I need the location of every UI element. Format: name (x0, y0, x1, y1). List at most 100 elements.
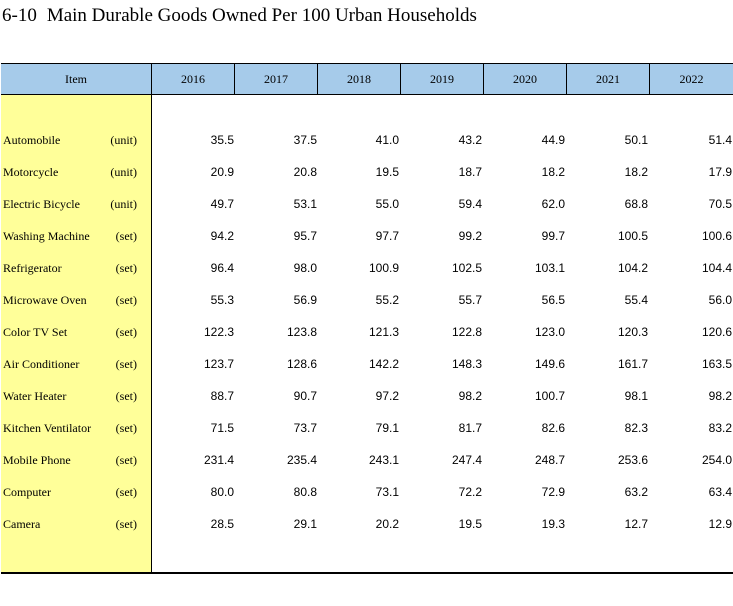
table-cell: 98.0 (293, 261, 317, 275)
row-unit-label: (set) (115, 389, 137, 403)
table-cell: 70.5 (708, 197, 732, 211)
row-unit-label: (set) (115, 421, 137, 435)
table-cell: 100.9 (368, 261, 399, 275)
table-cell: 12.9 (708, 517, 732, 531)
table-cell: 18.2 (624, 165, 648, 179)
table-cell: 100.7 (534, 389, 565, 403)
table-row: Kitchen Ventilator (set) 71.5 73.7 79.1 81.7 8… (1, 414, 733, 446)
table-cell: 90.7 (293, 389, 317, 403)
table-cell: 81.7 (458, 421, 482, 435)
row-unit-label: (set) (115, 325, 137, 339)
header-year: 2020 (484, 64, 567, 94)
table-row: Color TV Set (set) 122.3 123.8 121.3 122.8 123… (1, 318, 733, 350)
table-row: Mobile Phone (set) 231.4 235.4 243.1 247.4 248… (1, 446, 733, 478)
table-cell: 254.0 (701, 453, 732, 467)
table-cell: 43.2 (458, 133, 482, 147)
table-cell: 99.7 (541, 229, 565, 243)
table-row: Washing Machine (set) 94.2 95.7 97.7 99.2 99.7… (1, 222, 733, 254)
table-row: Microwave Oven (set) 55.3 56.9 55.2 55.7 56.5 5… (1, 286, 733, 318)
table-cell: 20.9 (210, 165, 234, 179)
table-cell: 73.7 (293, 421, 317, 435)
table-cell: 68.8 (624, 197, 648, 211)
table-cell: 95.7 (293, 229, 317, 243)
table-cell: 99.2 (458, 229, 482, 243)
table-cell: 63.4 (708, 485, 732, 499)
table-cell: 17.9 (708, 165, 732, 179)
table-cell: 20.8 (293, 165, 317, 179)
table-cell: 243.1 (368, 453, 399, 467)
table-cell: 235.4 (286, 453, 317, 467)
table-cell: 72.9 (541, 485, 565, 499)
row-item-label: Computer (3, 485, 51, 499)
table-header: Item 2016 2017 2018 2019 2020 2021 2022 (1, 64, 733, 95)
table-cell: 73.1 (375, 485, 399, 499)
row-unit-label: (set) (115, 261, 137, 275)
table-cell: 82.6 (541, 421, 565, 435)
table-cell: 55.7 (458, 293, 482, 307)
table-cell: 98.2 (458, 389, 482, 403)
table-cell: 104.4 (701, 261, 732, 275)
top-rule (1, 63, 733, 64)
table-cell: 149.6 (534, 357, 565, 371)
table-cell: 19.5 (375, 165, 399, 179)
row-unit-label: (unit) (110, 133, 137, 147)
table-cell: 123.8 (286, 325, 317, 339)
table-cell: 122.3 (203, 325, 234, 339)
page-title: 6-10 Main Durable Goods Owned Per 100 Urb… (2, 5, 477, 27)
table-cell: 71.5 (210, 421, 234, 435)
row-unit-label: (set) (115, 517, 137, 531)
table-cell: 248.7 (534, 453, 565, 467)
row-unit-label: (set) (115, 357, 137, 371)
item-column-background (1, 95, 152, 572)
header-year: 2017 (235, 64, 318, 94)
table-cell: 20.2 (375, 517, 399, 531)
table-cell: 55.4 (624, 293, 648, 307)
header-year: 2018 (318, 64, 401, 94)
row-item-label: Water Heater (3, 389, 67, 403)
table-cell: 148.3 (451, 357, 482, 371)
table-row: Refrigerator (set) 96.4 98.0 100.9 102.5 103.1… (1, 254, 733, 286)
row-item-label: Washing Machine (3, 229, 90, 243)
table-cell: 37.5 (293, 133, 317, 147)
table-cell: 18.2 (541, 165, 565, 179)
table-row: Automobile (unit) 35.5 37.5 41.0 43.2 44.9 50.1… (1, 126, 733, 158)
durable-goods-table: Item 2016 2017 2018 2019 2020 2021 2022 Automob… (1, 63, 733, 574)
table-cell: 59.4 (458, 197, 482, 211)
table-cell: 97.7 (375, 229, 399, 243)
row-item-label: Motorcycle (3, 165, 59, 179)
row-item-label: Microwave Oven (3, 293, 87, 307)
table-cell: 96.4 (210, 261, 234, 275)
table-cell: 120.6 (701, 325, 732, 339)
table-cell: 253.6 (617, 453, 648, 467)
table-cell: 49.7 (210, 197, 234, 211)
row-item-label: Color TV Set (3, 325, 68, 339)
table-row: Motorcycle (unit) 20.9 20.8 19.5 18.7 18.2 18.2… (1, 158, 733, 190)
header-item: Item (1, 64, 152, 94)
table-cell: 29.1 (293, 517, 317, 531)
table-cell: 80.0 (210, 485, 234, 499)
table-cell: 55.3 (210, 293, 234, 307)
table-cell: 103.1 (534, 261, 565, 275)
table-cell: 128.6 (286, 357, 317, 371)
table-cell: 100.5 (617, 229, 648, 243)
table-row: Air Conditioner (set) 123.7 128.6 142.2 148.3… (1, 350, 733, 382)
table-cell: 83.2 (708, 421, 732, 435)
table-cell: 55.2 (375, 293, 399, 307)
row-item-label: Automobile (3, 133, 61, 147)
table-cell: 19.3 (541, 517, 565, 531)
table-cell: 18.7 (458, 165, 482, 179)
table-cell: 102.5 (451, 261, 482, 275)
table-cell: 161.7 (617, 357, 648, 371)
header-year: 2016 (152, 64, 235, 94)
row-unit-label: (unit) (110, 165, 137, 179)
table-cell: 121.3 (368, 325, 399, 339)
row-unit-label: (unit) (110, 197, 137, 211)
table-row: Camera (set) 28.5 29.1 20.2 19.5 19.3 12.7 12.9 (1, 510, 733, 542)
table-cell: 62.0 (541, 197, 565, 211)
header-year: 2022 (679, 72, 704, 86)
row-item-label: Air Conditioner (3, 357, 80, 371)
table-cell: 79.1 (375, 421, 399, 435)
table-cell: 56.9 (293, 293, 317, 307)
table-cell: 19.5 (458, 517, 482, 531)
table-cell: 56.5 (541, 293, 565, 307)
